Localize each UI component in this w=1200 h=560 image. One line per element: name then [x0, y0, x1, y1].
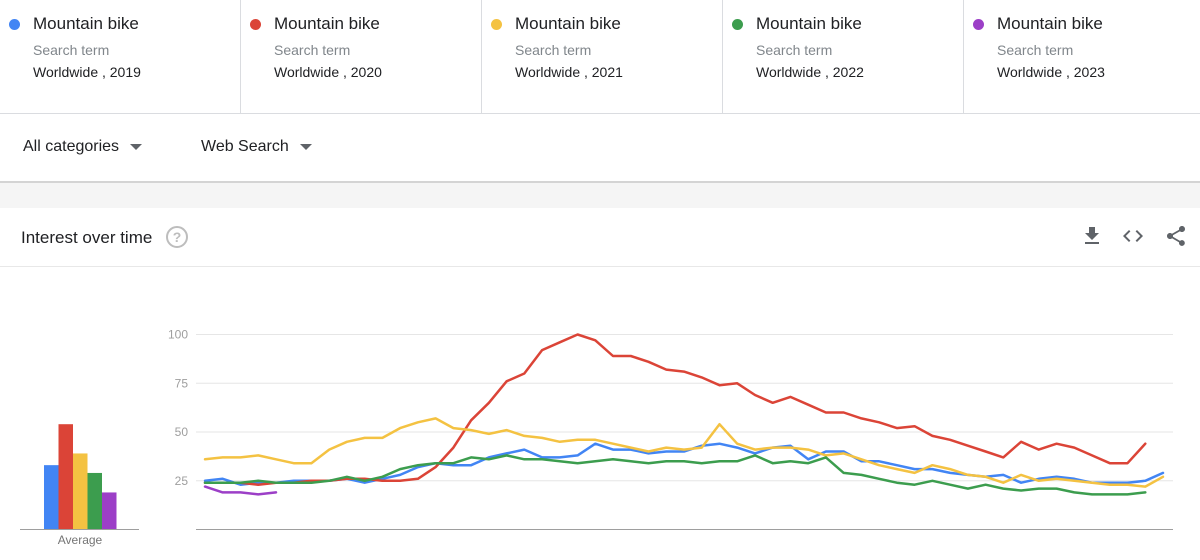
search-terms-bar: Mountain bike Search term Worldwide , 20… [0, 0, 1200, 114]
term-region-year[interactable]: Worldwide , 2023 [997, 64, 1105, 80]
term-kind: Search term [756, 42, 833, 58]
term-card[interactable]: Mountain bike Search term Worldwide , 20… [0, 0, 241, 114]
download-icon[interactable] [1080, 224, 1104, 248]
term-region-year[interactable]: Worldwide , 2019 [33, 64, 141, 80]
interest-over-time-panel: Interest over time ? [0, 208, 1200, 560]
average-bar [102, 492, 117, 530]
term-region-year[interactable]: Worldwide , 2022 [756, 64, 864, 80]
embed-icon[interactable] [1121, 224, 1145, 248]
caret-down-icon [299, 144, 312, 150]
term-card[interactable]: Mountain bike Search term Worldwide , 20… [241, 0, 482, 114]
search-type-dropdown[interactable]: Web Search [201, 138, 312, 156]
series-line [203, 454, 1147, 496]
series-color-dot [491, 19, 502, 30]
y-tick-label: 75 [175, 376, 189, 390]
average-bar [44, 465, 59, 530]
help-icon[interactable]: ? [166, 226, 188, 248]
section-divider [0, 183, 1200, 208]
caret-down-icon [130, 144, 143, 150]
series-color-dot [250, 19, 261, 30]
series-line [203, 442, 1165, 486]
series-color-dot [9, 19, 20, 30]
series-line [203, 333, 1147, 486]
term-name: Mountain bike [756, 14, 862, 33]
term-kind: Search term [515, 42, 592, 58]
term-name: Mountain bike [33, 14, 139, 33]
search-type-dropdown-label: Web Search [201, 138, 289, 155]
y-tick-label: 50 [175, 425, 189, 439]
term-name: Mountain bike [515, 14, 621, 33]
average-bar [87, 472, 102, 530]
term-kind: Search term [997, 42, 1074, 58]
term-name: Mountain bike [274, 14, 380, 33]
panel-title: Interest over time [21, 228, 153, 247]
series-line [203, 417, 1165, 488]
filter-bar: All categories Web Search [0, 114, 1200, 183]
y-tick-label: 25 [175, 474, 189, 488]
y-tick-label: 100 [168, 328, 188, 342]
term-card[interactable]: Mountain bike Search term Worldwide , 20… [723, 0, 964, 114]
series-color-dot [732, 19, 743, 30]
term-card[interactable]: Mountain bike Search term Worldwide , 20… [482, 0, 723, 114]
term-kind: Search term [33, 42, 110, 58]
series-line [203, 485, 278, 496]
category-dropdown-label: All categories [23, 138, 120, 155]
share-icon[interactable] [1164, 224, 1188, 248]
average-bar [58, 424, 73, 530]
term-region-year[interactable]: Worldwide , 2020 [274, 64, 382, 80]
term-region-year[interactable]: Worldwide , 2021 [515, 64, 623, 80]
term-card[interactable]: Mountain bike Search term Worldwide , 20… [964, 0, 1200, 114]
series-color-dot [973, 19, 984, 30]
average-label: Average [58, 533, 103, 547]
average-bar [73, 453, 88, 530]
category-dropdown[interactable]: All categories [23, 138, 143, 156]
panel-header: Interest over time ? [0, 208, 1200, 267]
term-name: Mountain bike [997, 14, 1103, 33]
term-kind: Search term [274, 42, 351, 58]
interest-over-time-chart[interactable]: 100 75 50 25 Average [0, 268, 1200, 560]
